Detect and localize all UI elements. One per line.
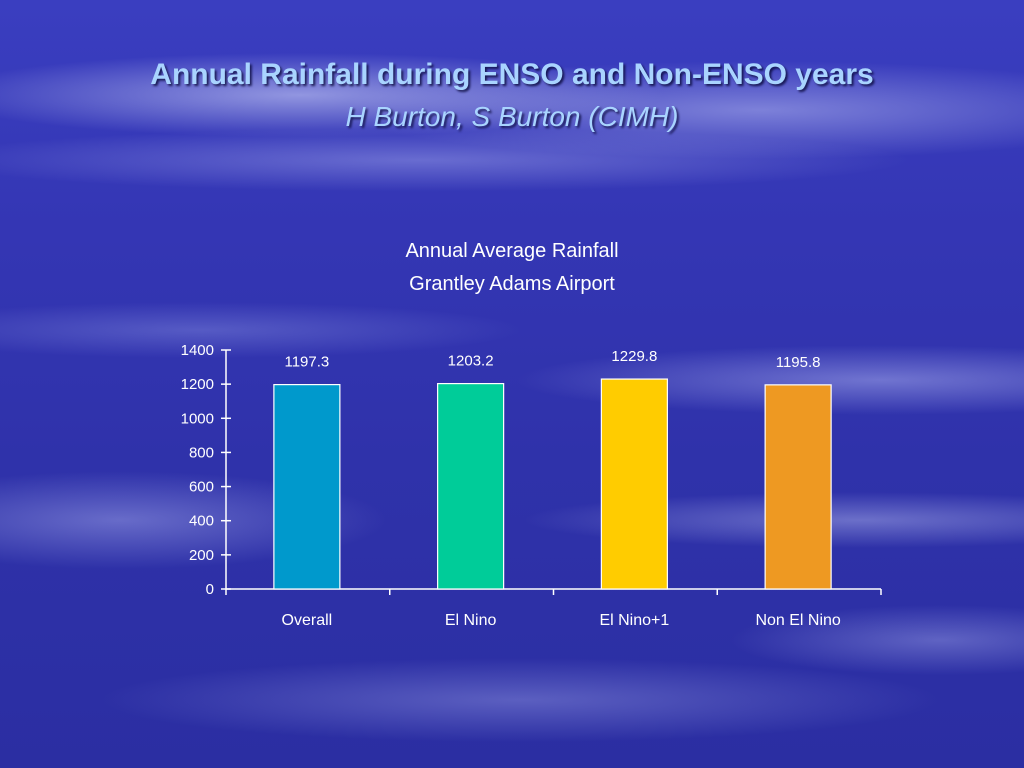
data-label: 1197.3 bbox=[284, 354, 329, 371]
y-tick-label: 400 bbox=[189, 513, 214, 530]
x-tick-label: El Nino bbox=[445, 612, 497, 629]
y-tick-label: 1000 bbox=[181, 410, 214, 427]
bar bbox=[600, 378, 668, 590]
data-label: 1195.8 bbox=[776, 354, 821, 371]
slide-subtitle: H Burton, S Burton (CIMH) bbox=[345, 101, 679, 132]
bar bbox=[764, 384, 832, 590]
x-tick-label: El Nino+1 bbox=[599, 612, 669, 629]
y-tick-label: 200 bbox=[189, 547, 214, 564]
bar bbox=[437, 382, 505, 590]
y-tick-label: 600 bbox=[189, 479, 214, 496]
x-tick-label: Overall bbox=[282, 612, 333, 629]
y-tick-label: 1400 bbox=[181, 342, 214, 359]
chart-title: Annual Average Rainfall bbox=[405, 240, 619, 262]
x-tick-label: Non El Nino bbox=[755, 612, 840, 629]
y-tick-label: 800 bbox=[189, 444, 214, 461]
bar bbox=[273, 384, 341, 590]
slide-title: Annual Rainfall during ENSO and Non-ENSO… bbox=[150, 58, 874, 91]
y-tick-label: 0 bbox=[206, 581, 214, 598]
data-label: 1229.8 bbox=[611, 348, 657, 365]
chart-subtitle: Grantley Adams Airport bbox=[409, 273, 615, 295]
data-label: 1203.2 bbox=[448, 353, 494, 370]
y-tick-label: 1200 bbox=[181, 376, 214, 393]
